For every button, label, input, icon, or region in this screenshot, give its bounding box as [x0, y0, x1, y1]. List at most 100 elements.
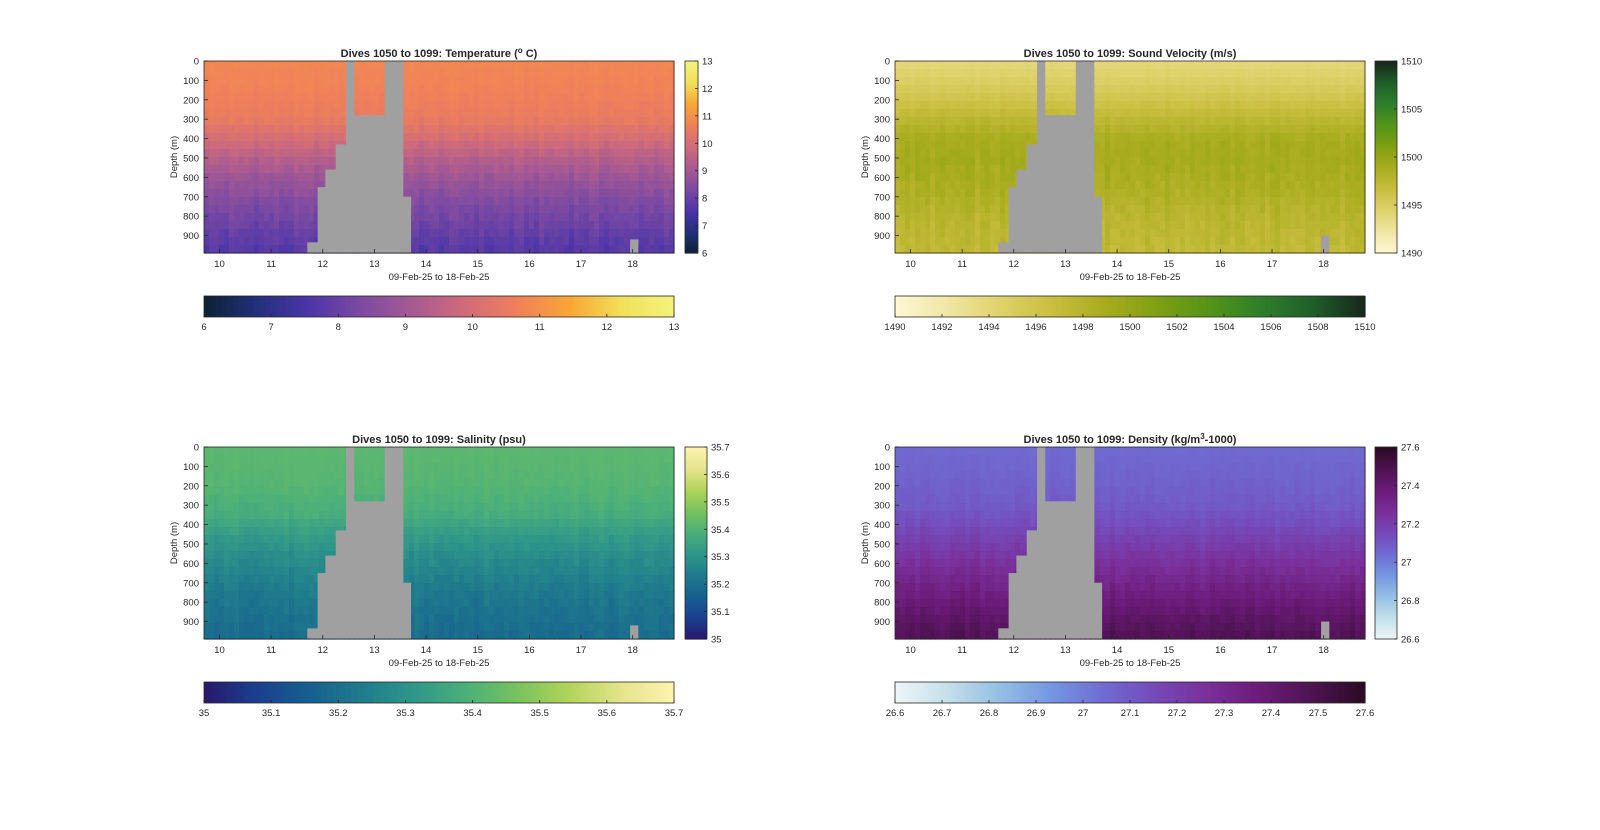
heatmap-cell — [469, 117, 475, 126]
heatmap-cell — [314, 165, 320, 174]
heatmap-cell — [960, 245, 966, 254]
heatmap-cell — [1340, 189, 1346, 198]
heatmap-cell — [1150, 189, 1156, 198]
heatmap-cell — [444, 245, 450, 254]
heatmap-cell — [1290, 181, 1296, 190]
heatmap-cell — [369, 101, 375, 110]
heatmap-cell — [539, 125, 545, 134]
heatmap-cell — [1135, 61, 1141, 70]
heatmap-cell — [474, 117, 480, 126]
heatmap-cell — [204, 165, 210, 174]
heatmap-cell — [664, 125, 670, 134]
heatmap-cell — [229, 69, 235, 78]
heatmap-cell — [559, 213, 565, 222]
heatmap-cell — [534, 173, 540, 182]
heatmap-cell — [1300, 229, 1306, 238]
heatmap-cell — [479, 157, 485, 166]
colorbar-swatch — [556, 296, 561, 317]
heatmap-cell — [1155, 77, 1161, 86]
heatmap-cell — [484, 69, 490, 78]
heatmap-cell — [584, 237, 590, 246]
heatmap-cell — [1190, 77, 1196, 86]
heatmap-cell — [424, 117, 430, 126]
heatmap-cell — [664, 85, 670, 94]
heatmap-cell — [429, 69, 435, 78]
heatmap-cell — [985, 109, 991, 118]
heatmap-cell — [1185, 125, 1191, 134]
heatmap-cell — [1200, 109, 1206, 118]
colorbar-swatch — [685, 247, 698, 250]
heatmap-cell — [1170, 189, 1176, 198]
heatmap-cell — [304, 237, 310, 246]
heatmap-cell — [464, 85, 470, 94]
heatmap-cell — [945, 141, 951, 150]
heatmap-cell — [549, 237, 555, 246]
heatmap-cell — [334, 101, 340, 110]
colorbar-swatch — [265, 296, 270, 317]
heatmap-cell — [209, 133, 215, 142]
heatmap-cell — [284, 133, 290, 142]
heatmap-cell — [334, 117, 340, 126]
heatmap-cell — [234, 205, 240, 214]
colorbar-swatch — [274, 296, 279, 317]
heatmap-cell — [1255, 69, 1261, 78]
heatmap-cell — [584, 229, 590, 238]
heatmap-cell — [414, 141, 420, 150]
heatmap-cell — [409, 157, 415, 166]
heatmap-cell — [604, 93, 610, 102]
heatmap-cell — [1275, 93, 1281, 102]
heatmap-cell — [474, 109, 480, 118]
heatmap-cell — [1295, 141, 1301, 150]
heatmap-cell — [279, 117, 285, 126]
heatmap-cell — [209, 213, 215, 222]
heatmap-cell — [1355, 149, 1361, 158]
heatmap-cell — [1215, 189, 1221, 198]
heatmap-cell — [1210, 165, 1216, 174]
colorbar-swatch — [368, 296, 373, 317]
heatmap-cell — [274, 157, 280, 166]
heatmap-cell — [1225, 237, 1231, 246]
heatmap-cell — [1280, 93, 1286, 102]
heatmap-cell — [960, 205, 966, 214]
heatmap-cell — [1125, 245, 1131, 254]
heatmap-cell — [474, 165, 480, 174]
heatmap-cell — [1290, 141, 1296, 150]
heatmap-cell — [925, 93, 931, 102]
heatmap-cell — [1215, 117, 1221, 126]
heatmap-cell — [404, 125, 410, 134]
heatmap-cell — [965, 141, 971, 150]
heatmap-cell — [945, 197, 951, 206]
heatmap-cell — [284, 213, 290, 222]
heatmap-cell — [604, 61, 610, 70]
heatmap-cell — [1195, 189, 1201, 198]
heatmap-cell — [940, 93, 946, 102]
heatmap-cell — [1240, 149, 1246, 158]
heatmap-cells — [204, 61, 675, 254]
heatmap-cell — [434, 205, 440, 214]
heatmap-cell — [895, 141, 901, 150]
colorbar-swatch — [550, 296, 555, 317]
heatmap-cell — [459, 181, 465, 190]
heatmap-cell — [1020, 141, 1026, 150]
heatmap-cell — [1270, 117, 1276, 126]
colorbar-swatch — [1375, 169, 1397, 172]
heatmap-cell — [915, 77, 921, 86]
colorbar-swatch — [685, 123, 698, 126]
colorbar-swatch — [497, 296, 502, 317]
heatmap-cell — [1350, 93, 1356, 102]
heatmap-cell — [1100, 125, 1106, 134]
heatmap-cell — [915, 149, 921, 158]
heatmap-cell — [309, 93, 315, 102]
heatmap-cell — [1230, 61, 1236, 70]
heatmap-cell — [669, 101, 675, 110]
heatmap-cell — [1195, 61, 1201, 70]
heatmap-cell — [1220, 109, 1226, 118]
heatmap-cell — [1100, 213, 1106, 222]
heatmap-cell — [1285, 77, 1291, 86]
heatmap-cell — [639, 245, 645, 254]
heatmap-cell — [1020, 125, 1026, 134]
heatmap-cell — [1230, 149, 1236, 158]
heatmap-cell — [920, 133, 926, 142]
heatmap-cell — [589, 93, 595, 102]
heatmap-cell — [920, 157, 926, 166]
